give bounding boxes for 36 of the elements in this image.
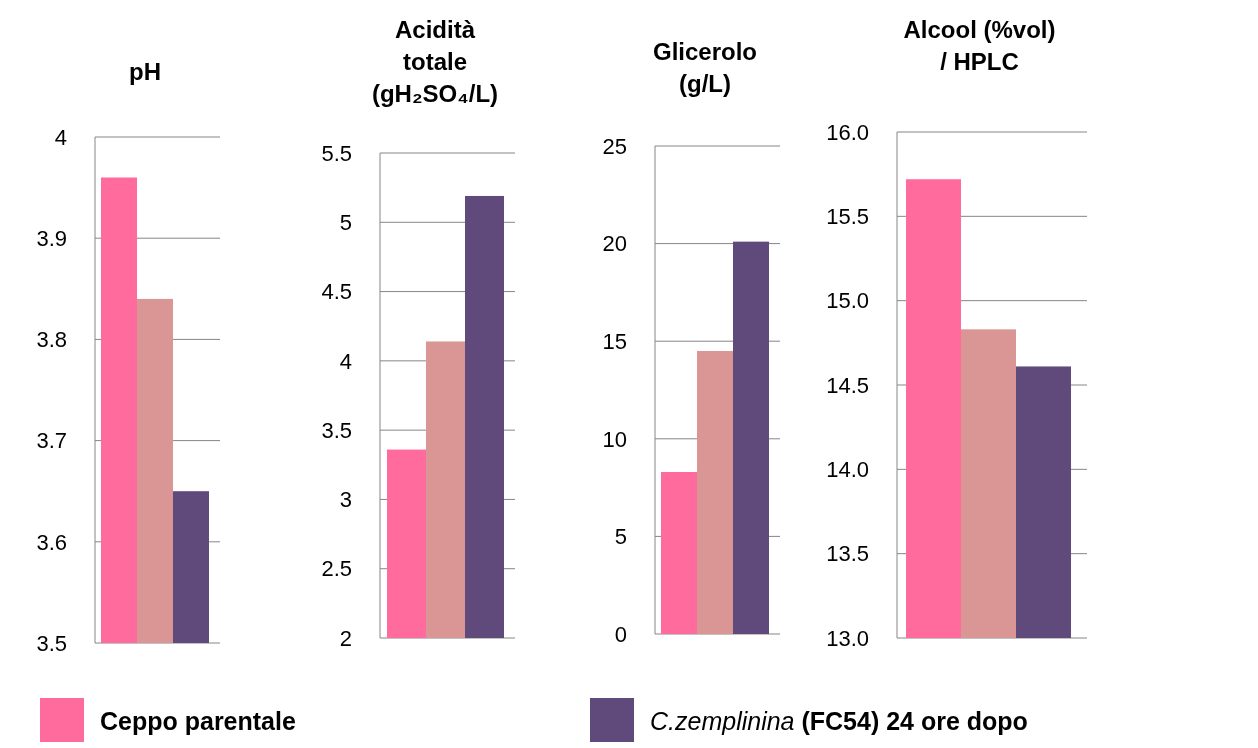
y-tick-label: 3.6 xyxy=(36,529,67,555)
bar xyxy=(733,241,769,634)
y-tick-label: 16.0 xyxy=(826,119,869,145)
y-tick-label: 4.5 xyxy=(321,279,352,305)
y-tick-label: 3.5 xyxy=(321,417,352,443)
y-tick-label: 3.7 xyxy=(36,428,67,454)
chart-title: pH xyxy=(129,58,161,85)
y-tick-label: 5 xyxy=(339,209,352,235)
y-tick-label: 0 xyxy=(614,621,627,647)
chart-title: Acidità totale (gH₂SO₄/L) xyxy=(371,16,499,107)
y-tick-label: 15.5 xyxy=(826,204,869,230)
chart-title: Alcool (%vol) / HPLC xyxy=(903,16,1056,75)
legend-label: C.zemplinina (FC54) 24 ore dopo xyxy=(650,707,1028,735)
chart-title: Glicerolo (g/L) xyxy=(652,38,758,97)
y-tick-label: 15.0 xyxy=(826,288,869,314)
y-tick-label: 3.9 xyxy=(36,225,67,251)
y-tick-label: 5 xyxy=(614,524,627,550)
y-tick-label: 20 xyxy=(602,231,627,257)
y-tick-label: 15 xyxy=(602,328,627,354)
y-tick-label: 4 xyxy=(339,348,352,374)
y-tick-label: 3 xyxy=(339,487,352,513)
y-tick-label: 2.5 xyxy=(321,556,352,582)
y-tick-label: 25 xyxy=(602,133,627,159)
y-tick-label: 5.5 xyxy=(321,140,352,166)
y-tick-label: 13.0 xyxy=(826,625,869,651)
y-tick-label: 4 xyxy=(54,124,67,150)
y-tick-label: 2 xyxy=(339,625,352,651)
y-tick-label: 14.0 xyxy=(826,457,869,483)
legend-label: Ceppo parentale xyxy=(100,707,296,735)
y-tick-label: 10 xyxy=(602,426,627,452)
y-tick-label: 13.5 xyxy=(826,541,869,567)
bar xyxy=(661,471,697,634)
y-tick-label: 3.5 xyxy=(36,630,67,656)
bar xyxy=(697,350,733,634)
y-tick-label: 3.8 xyxy=(36,327,67,353)
y-tick-label: 14.5 xyxy=(826,372,869,398)
